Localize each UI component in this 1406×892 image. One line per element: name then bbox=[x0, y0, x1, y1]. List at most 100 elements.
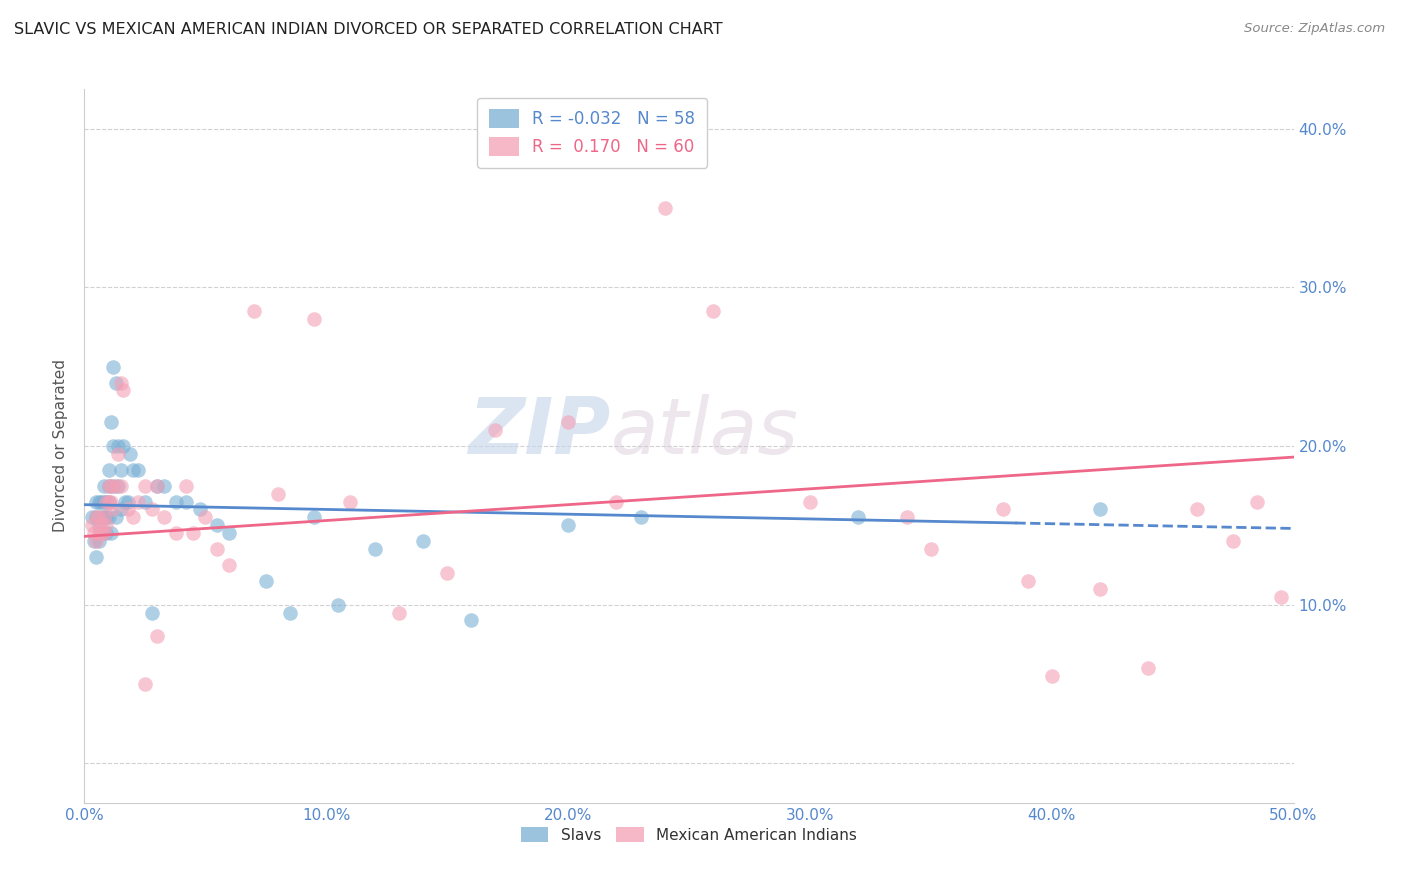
Point bbox=[90, 518, 112, 533]
Point bbox=[93, 526, 115, 541]
Legend: Slavs, Mexican American Indians: Slavs, Mexican American Indians bbox=[515, 821, 863, 848]
Point bbox=[110, 376, 132, 390]
Text: ZIP: ZIP bbox=[468, 393, 610, 470]
Point bbox=[93, 494, 115, 508]
Point bbox=[107, 447, 129, 461]
Point bbox=[110, 478, 132, 492]
Point bbox=[90, 510, 112, 524]
Point bbox=[1246, 494, 1268, 508]
Point bbox=[117, 502, 139, 516]
Text: SLAVIC VS MEXICAN AMERICAN INDIAN DIVORCED OR SEPARATED CORRELATION CHART: SLAVIC VS MEXICAN AMERICAN INDIAN DIVORC… bbox=[14, 22, 723, 37]
Point bbox=[153, 510, 176, 524]
Point bbox=[1040, 669, 1063, 683]
Point bbox=[993, 502, 1015, 516]
Point bbox=[103, 502, 125, 516]
Point bbox=[103, 478, 125, 492]
Point bbox=[94, 510, 117, 524]
Point bbox=[165, 526, 187, 541]
Point bbox=[83, 534, 105, 549]
Point bbox=[702, 304, 724, 318]
Point bbox=[107, 478, 129, 492]
Point bbox=[146, 478, 169, 492]
Point bbox=[80, 518, 103, 533]
Point bbox=[127, 463, 149, 477]
Point bbox=[267, 486, 290, 500]
Point bbox=[412, 534, 434, 549]
Point bbox=[121, 510, 143, 524]
Point bbox=[207, 518, 229, 533]
Point bbox=[654, 201, 676, 215]
Point bbox=[100, 526, 122, 541]
Point bbox=[83, 526, 105, 541]
Point bbox=[93, 478, 115, 492]
Point bbox=[388, 606, 411, 620]
Point bbox=[110, 502, 132, 516]
Point bbox=[194, 510, 217, 524]
Point bbox=[1222, 534, 1244, 549]
Point bbox=[103, 359, 125, 374]
Point bbox=[1137, 661, 1160, 675]
Point bbox=[97, 510, 120, 524]
Point bbox=[146, 478, 169, 492]
Point bbox=[190, 502, 212, 516]
Point bbox=[86, 494, 108, 508]
Point bbox=[436, 566, 458, 580]
Point bbox=[94, 526, 117, 541]
Point bbox=[181, 526, 204, 541]
Point bbox=[557, 415, 579, 429]
Point bbox=[1185, 502, 1208, 516]
Point bbox=[254, 574, 277, 588]
Point bbox=[174, 478, 197, 492]
Point bbox=[218, 526, 240, 541]
Point bbox=[90, 494, 112, 508]
Point bbox=[141, 606, 163, 620]
Y-axis label: Divorced or Separated: Divorced or Separated bbox=[53, 359, 69, 533]
Point bbox=[242, 304, 264, 318]
Point bbox=[339, 494, 361, 508]
Point bbox=[87, 510, 110, 524]
Point bbox=[87, 494, 110, 508]
Point bbox=[97, 463, 120, 477]
Point bbox=[90, 526, 112, 541]
Point bbox=[97, 478, 120, 492]
Point bbox=[153, 478, 176, 492]
Point bbox=[1088, 582, 1111, 596]
Point bbox=[920, 542, 942, 557]
Point bbox=[97, 494, 120, 508]
Point bbox=[1017, 574, 1039, 588]
Point bbox=[107, 439, 129, 453]
Point bbox=[86, 510, 108, 524]
Point bbox=[557, 518, 579, 533]
Point bbox=[104, 510, 127, 524]
Point bbox=[146, 629, 169, 643]
Point bbox=[112, 384, 135, 398]
Point bbox=[86, 510, 108, 524]
Point bbox=[460, 614, 482, 628]
Point bbox=[134, 494, 156, 508]
Text: Source: ZipAtlas.com: Source: ZipAtlas.com bbox=[1244, 22, 1385, 36]
Point bbox=[302, 312, 325, 326]
Point bbox=[80, 510, 103, 524]
Point bbox=[121, 463, 143, 477]
Point bbox=[93, 510, 115, 524]
Point bbox=[97, 494, 120, 508]
Text: atlas: atlas bbox=[610, 393, 799, 470]
Point bbox=[104, 478, 127, 492]
Point bbox=[87, 534, 110, 549]
Point bbox=[87, 518, 110, 533]
Point bbox=[141, 502, 163, 516]
Point bbox=[117, 494, 139, 508]
Point bbox=[484, 423, 506, 437]
Point bbox=[799, 494, 821, 508]
Point bbox=[103, 439, 125, 453]
Point bbox=[363, 542, 385, 557]
Point bbox=[94, 518, 117, 533]
Point bbox=[86, 534, 108, 549]
Point bbox=[97, 478, 120, 492]
Point bbox=[302, 510, 325, 524]
Point bbox=[86, 549, 108, 564]
Point bbox=[120, 447, 142, 461]
Point bbox=[93, 510, 115, 524]
Point bbox=[94, 494, 117, 508]
Point bbox=[87, 526, 110, 541]
